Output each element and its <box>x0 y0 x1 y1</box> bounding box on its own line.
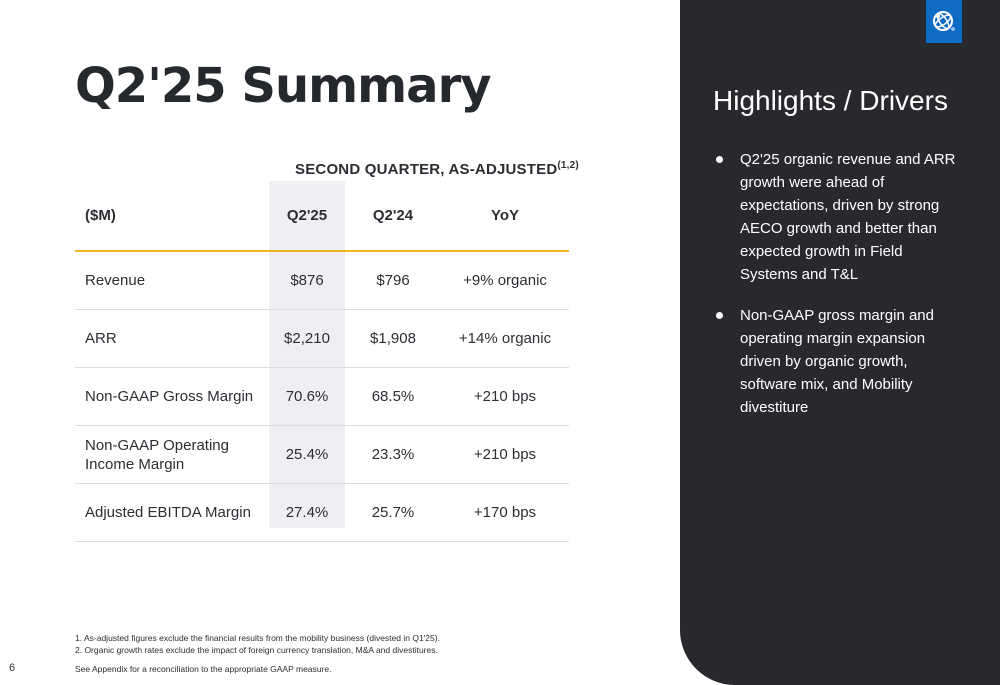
table-heading-footnote-ref: (1,2) <box>557 160 579 171</box>
column-header-q2-25: Q2'25 <box>269 181 345 252</box>
cell-q2-24: $796 <box>345 251 441 310</box>
cell-yoy: +210 bps <box>441 425 569 484</box>
table-row: Adjusted EBITDA Margin 27.4% 25.7% +170 … <box>75 483 569 542</box>
table-row: ARR $2,210 $1,908 +14% organic <box>75 309 569 368</box>
slide-title: Q2'25 Summary <box>75 58 492 114</box>
table-section-heading: SECOND QUARTER, AS-ADJUSTED(1,2) <box>295 160 579 178</box>
bullet-text: Non-GAAP gross margin and operating marg… <box>740 307 934 416</box>
list-item: Non-GAAP gross margin and operating marg… <box>716 304 956 419</box>
summary-table: ($M) Q2'25 Q2'24 YoY Revenue $876 $796 +… <box>75 181 569 542</box>
table-row: Revenue $876 $796 +9% organic <box>75 251 569 310</box>
cell-q2-25: $2,210 <box>269 309 345 368</box>
bullet-icon <box>716 312 723 319</box>
row-label-line-1: Non-GAAP Operating <box>85 436 229 454</box>
bullet-text: Q2'25 organic revenue and ARR growth wer… <box>740 151 956 283</box>
list-item: Q2'25 organic revenue and ARR growth wer… <box>716 148 956 286</box>
row-label-revenue: Revenue <box>75 251 269 310</box>
cell-q2-25: 25.4% <box>269 425 345 484</box>
appendix-note: See Appendix for a reconciliation to the… <box>75 664 332 674</box>
row-label-line-2: Income Margin <box>85 455 185 473</box>
cell-q2-25: $876 <box>269 251 345 310</box>
highlights-panel: Highlights / Drivers Q2'25 organic reven… <box>680 0 1000 685</box>
highlights-list: Q2'25 organic revenue and ARR growth wer… <box>716 148 956 437</box>
cell-yoy: +210 bps <box>441 367 569 426</box>
row-label-arr: ARR <box>75 309 269 368</box>
table-heading-text: SECOND QUARTER, AS-ADJUSTED <box>295 161 558 178</box>
column-header-yoy: YoY <box>441 181 569 252</box>
trimble-globe-icon <box>926 0 962 43</box>
cell-q2-24: 68.5% <box>345 367 441 426</box>
highlights-title: Highlights / Drivers <box>713 85 948 116</box>
page-number: 6 <box>9 662 16 674</box>
cell-yoy: +170 bps <box>441 483 569 542</box>
cell-q2-24: $1,908 <box>345 309 441 368</box>
footnote-1: 1. As-adjusted figures exclude the finan… <box>75 633 440 643</box>
cell-q2-25: 27.4% <box>269 483 345 542</box>
cell-q2-24: 25.7% <box>345 483 441 542</box>
table-header-row: ($M) Q2'25 Q2'24 YoY <box>75 181 569 252</box>
table-row: Non-GAAP Operating Income Margin 25.4% 23… <box>75 425 569 484</box>
footnote-2: 2. Organic growth rates exclude the impa… <box>75 644 438 655</box>
cell-yoy: +9% organic <box>441 251 569 310</box>
cell-q2-24: 23.3% <box>345 425 441 484</box>
row-label-ebitda-margin: Adjusted EBITDA Margin <box>75 483 269 542</box>
summary-table-container: ($M) Q2'25 Q2'24 YoY Revenue $876 $796 +… <box>75 181 569 542</box>
bullet-icon <box>716 156 723 163</box>
column-header-metric: ($M) <box>75 181 269 252</box>
row-label-operating-margin: Non-GAAP Operating Income Margin <box>75 425 269 484</box>
cell-q2-25: 70.6% <box>269 367 345 426</box>
footnotes: 1. As-adjusted figures exclude the finan… <box>75 633 440 656</box>
column-header-q2-24: Q2'24 <box>345 181 441 252</box>
row-label-gross-margin: Non-GAAP Gross Margin <box>75 367 269 426</box>
table-row: Non-GAAP Gross Margin 70.6% 68.5% +210 b… <box>75 367 569 426</box>
cell-yoy: +14% organic <box>441 309 569 368</box>
